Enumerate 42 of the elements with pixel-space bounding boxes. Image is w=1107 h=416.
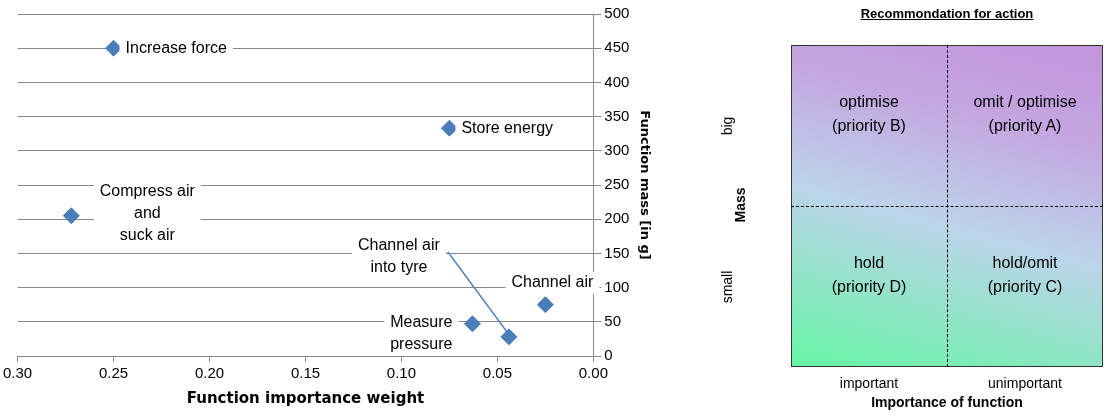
point bbox=[440, 119, 458, 137]
text: hold (priority D) bbox=[830, 253, 908, 297]
y-tick-label: 350 bbox=[604, 106, 630, 124]
category-label: important bbox=[838, 375, 900, 391]
category-label: unimportant bbox=[987, 375, 1063, 391]
y-tick-label: 250 bbox=[604, 175, 630, 193]
y-tick-label: 500 bbox=[604, 4, 630, 22]
text: hold/omit (priority C) bbox=[986, 253, 1064, 297]
x-tick-label: 0.10 bbox=[386, 364, 417, 382]
annotation: Store energy bbox=[461, 118, 554, 136]
category-label: big bbox=[719, 116, 735, 135]
point bbox=[62, 207, 80, 225]
x-tick-label: 0.30 bbox=[3, 364, 33, 382]
point bbox=[500, 328, 518, 346]
point bbox=[536, 296, 554, 314]
text: Importance of function bbox=[870, 394, 1024, 410]
annotation: Measure pressure bbox=[390, 313, 453, 353]
y-tick-label: 300 bbox=[604, 140, 630, 158]
annotation: Channel air bbox=[511, 273, 594, 291]
x-tick-label: 0.25 bbox=[98, 364, 129, 382]
annotation: Compress air and suck air bbox=[99, 182, 196, 244]
text: Recommondation for action bbox=[859, 6, 1035, 21]
x-tick-label: 0.20 bbox=[194, 364, 225, 382]
y-tick-label: 200 bbox=[604, 209, 630, 227]
x-tick-label: 0.00 bbox=[578, 364, 608, 382]
x-tick-label: 0.15 bbox=[290, 364, 321, 382]
y-tick-label: 150 bbox=[604, 243, 630, 261]
y-tick-label: 50 bbox=[604, 311, 622, 329]
text: Mass bbox=[732, 186, 748, 225]
y-axis-title: Function mass [in g] bbox=[637, 110, 653, 260]
y-tick-label: 400 bbox=[604, 72, 630, 90]
category-label: small bbox=[719, 270, 735, 303]
point bbox=[463, 315, 481, 333]
annotation: Increase force bbox=[125, 38, 228, 56]
annotation: Channel air into tyre bbox=[358, 236, 441, 276]
y-tick-label: 100 bbox=[604, 277, 630, 295]
x-axis-title: Function importance weight bbox=[186, 388, 425, 407]
text: omit / optimise (priority A) bbox=[972, 92, 1078, 136]
y-tick-label: 450 bbox=[604, 38, 630, 56]
x-tick-label: 0.05 bbox=[482, 364, 513, 382]
y-tick-label: 0 bbox=[604, 346, 613, 364]
text: optimise (priority B) bbox=[831, 92, 907, 136]
